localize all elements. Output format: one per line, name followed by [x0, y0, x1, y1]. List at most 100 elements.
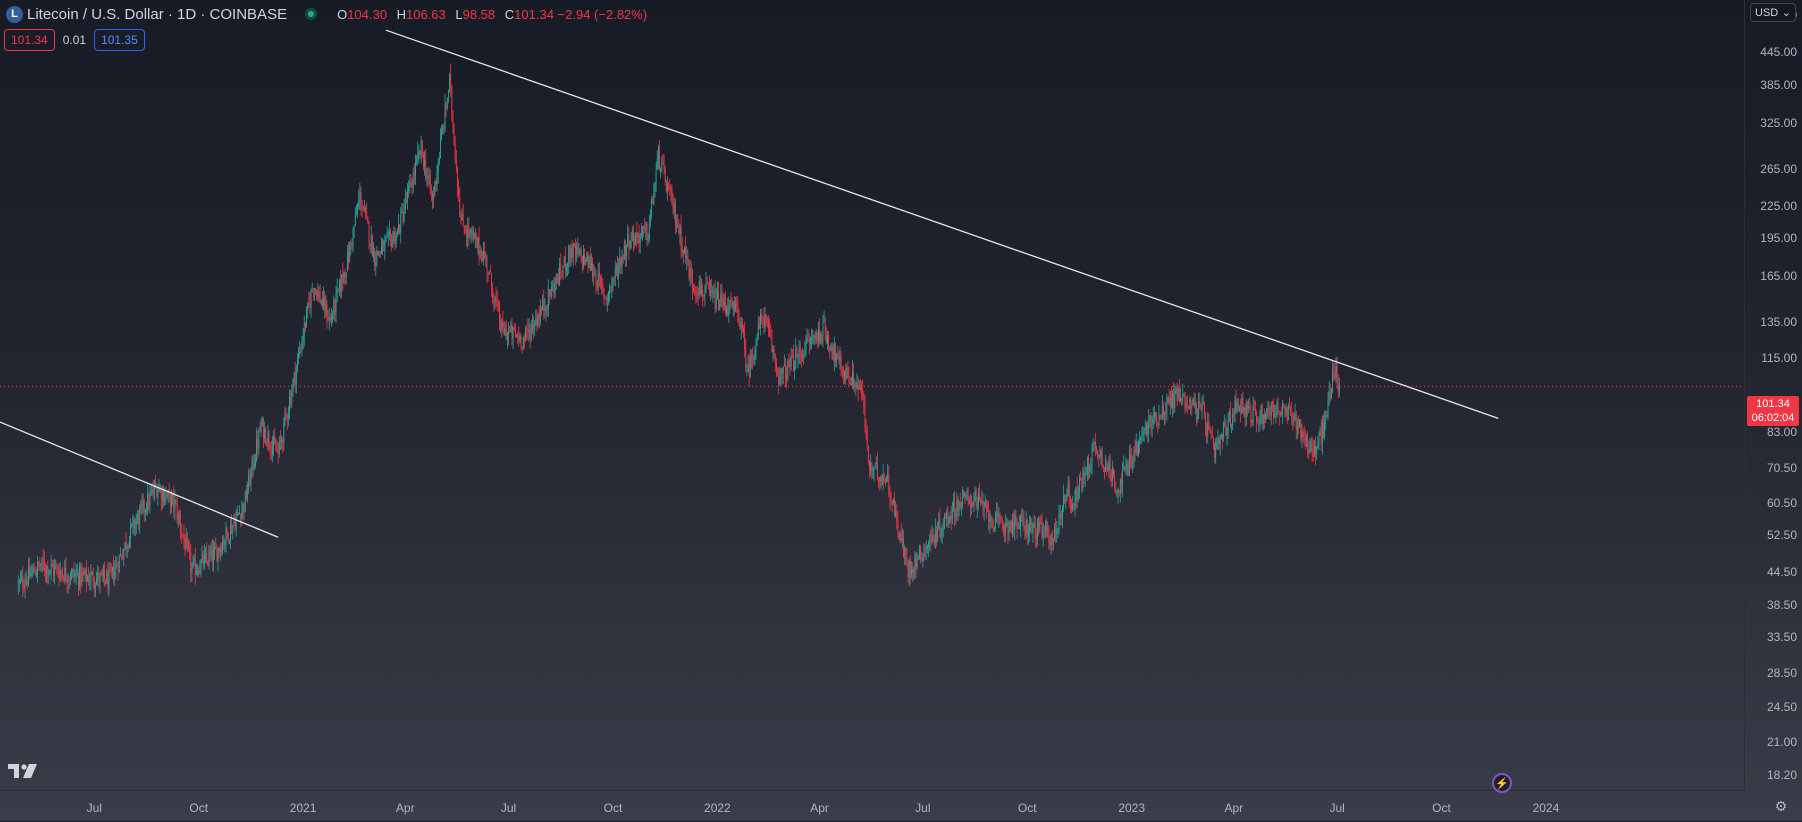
candle [569, 245, 571, 268]
candle [348, 241, 349, 270]
candle [1279, 411, 1281, 418]
candle [1231, 423, 1233, 433]
candle [718, 281, 719, 311]
candle [703, 294, 705, 301]
currency-selector[interactable]: USD ⌄ [1750, 3, 1796, 22]
candle [958, 500, 960, 517]
price-tick-label: 21.00 [1766, 735, 1797, 750]
candle [1225, 418, 1227, 436]
candle [691, 268, 693, 300]
candle [1308, 440, 1310, 460]
candle [529, 323, 531, 349]
candle [96, 572, 98, 586]
candle [58, 562, 60, 587]
candle [432, 190, 433, 210]
candle [257, 430, 259, 459]
candle [132, 514, 134, 534]
price-scale[interactable]: 525.00445.00385.00325.00265.00225.00195.… [1744, 0, 1802, 790]
candle [1046, 517, 1047, 538]
buy-button[interactable]: 101.35 [94, 29, 145, 51]
candle [1161, 395, 1163, 421]
price-tick-label: 24.50 [1766, 700, 1797, 715]
candle [1111, 460, 1113, 487]
candle [1071, 498, 1072, 514]
candle [1333, 363, 1335, 382]
candle [351, 238, 353, 251]
candle [652, 195, 654, 204]
candle [1153, 405, 1155, 425]
candle [1274, 404, 1276, 419]
symbol-title[interactable]: Litecoin / U.S. Dollar · 1D · COINBASE [27, 5, 288, 23]
chart-pane[interactable] [0, 0, 1744, 790]
candle [1108, 456, 1110, 479]
candle [70, 571, 71, 586]
candle [623, 238, 625, 260]
price-tick-label: 195.00 [1760, 231, 1797, 246]
candle [102, 564, 104, 584]
candle [317, 283, 319, 302]
candle [768, 315, 769, 338]
candle [1015, 509, 1017, 527]
candle [850, 376, 852, 386]
candle [1091, 443, 1093, 475]
candle [295, 364, 297, 394]
gear-icon[interactable]: ⚙ [1774, 797, 1788, 814]
candle [575, 238, 576, 265]
tradingview-logo-icon[interactable] [8, 762, 38, 785]
candle [268, 430, 270, 452]
candle [1096, 445, 1097, 455]
lightning-icon[interactable]: ⚡ [1492, 773, 1512, 793]
candle [207, 559, 209, 567]
candle [800, 349, 802, 368]
candle [1169, 390, 1171, 415]
candle [989, 510, 991, 534]
candle [1257, 415, 1259, 424]
candle [1232, 407, 1234, 431]
candle [1292, 412, 1294, 431]
candle [1202, 393, 1204, 405]
candle [1127, 459, 1129, 477]
candle [524, 333, 525, 349]
candle [299, 341, 301, 359]
candle [471, 225, 473, 241]
candle [810, 336, 811, 350]
candlestick-chart[interactable] [0, 0, 1744, 790]
candle [244, 490, 246, 513]
candle [139, 504, 141, 534]
candle [1338, 377, 1340, 398]
price-tick-label: 445.00 [1760, 44, 1797, 59]
candle [937, 521, 939, 543]
candle [774, 353, 776, 372]
candle [1098, 453, 1100, 467]
candle [577, 237, 579, 259]
candle [934, 518, 936, 549]
time-scale[interactable]: Jul Oct 2021 Apr Jul Oct 2022 Apr Jul Oct 2023 Apr J… [0, 790, 1744, 822]
candle [236, 505, 238, 517]
candle [512, 326, 514, 350]
candle [1105, 454, 1107, 473]
candle [1284, 405, 1286, 418]
candle [907, 560, 909, 584]
candle [250, 467, 252, 492]
sell-button[interactable]: 101.34 [4, 29, 55, 51]
candle [920, 544, 922, 564]
candle [1017, 522, 1019, 530]
candle [722, 292, 724, 313]
candle [30, 565, 32, 578]
candle [505, 320, 507, 341]
candle [51, 559, 53, 568]
candle [554, 277, 556, 298]
candle [1193, 392, 1195, 408]
candle [538, 305, 540, 329]
market-status-icon[interactable] [305, 8, 318, 20]
candle [723, 293, 725, 311]
candle [368, 220, 370, 249]
candle [301, 335, 303, 357]
candle [668, 182, 670, 192]
candle [1323, 413, 1324, 439]
candle [1122, 462, 1124, 498]
candle [609, 283, 611, 303]
candle [216, 544, 218, 563]
candle [792, 344, 794, 372]
candle [486, 254, 488, 284]
